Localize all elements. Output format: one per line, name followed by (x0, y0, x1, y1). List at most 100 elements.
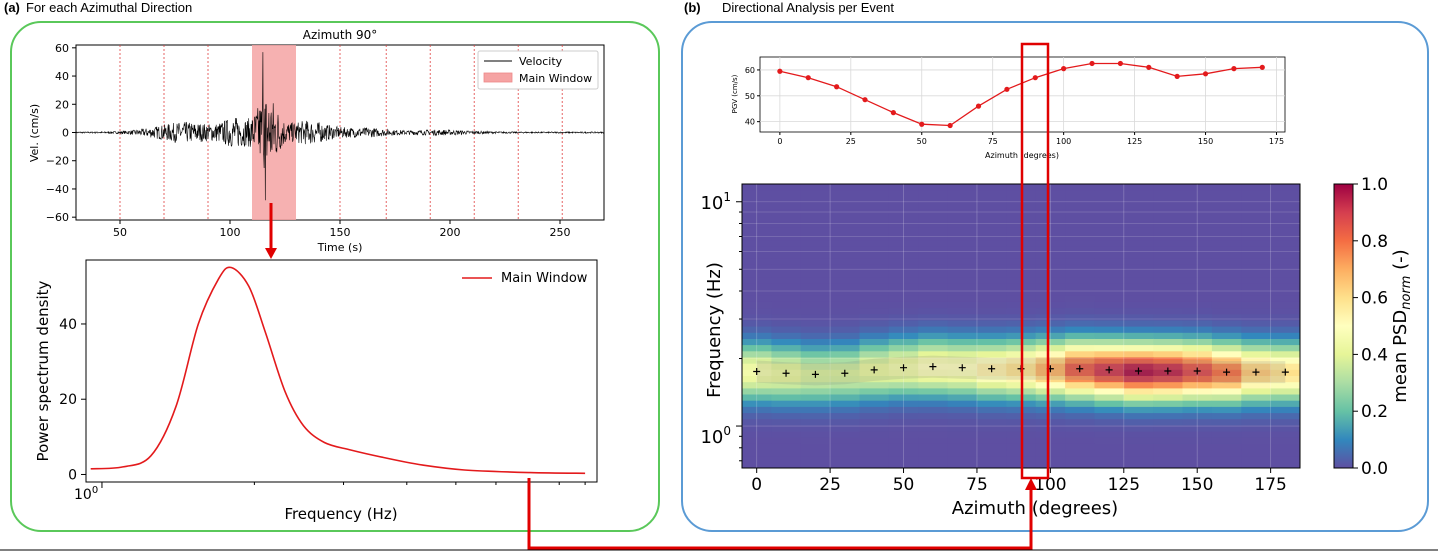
heatmap-cell (1182, 245, 1213, 253)
heatmap-cell (1182, 251, 1213, 259)
colorbar-tick-label: 0.8 (1361, 232, 1388, 252)
heatmap-cell (1270, 264, 1300, 272)
heatmap-cell (918, 455, 949, 463)
heatmap-cell (1123, 239, 1154, 247)
heatmap-cell (800, 190, 831, 197)
heatmap-cell (742, 196, 772, 204)
heatmap-cell (1182, 461, 1213, 468)
psd-y-tick-label: 0 (68, 467, 77, 483)
heatmap-cell (1211, 276, 1242, 284)
heatmap-cell (830, 307, 861, 315)
heatmap-cell (1241, 443, 1272, 451)
heatmap-cell (1270, 350, 1300, 358)
heatmap-cell (976, 437, 1007, 444)
heatmap-cell (742, 437, 772, 444)
heatmap-cell (1241, 418, 1272, 426)
heatmap-cell (976, 184, 1007, 191)
heatmap-cell (800, 239, 831, 247)
heatmap-cell (859, 301, 890, 309)
heatmap-cell (859, 381, 890, 389)
heatmap-cell (1035, 326, 1066, 333)
pgv-point (947, 122, 953, 129)
heatmap-cell (800, 208, 831, 216)
heatmap-cell (742, 412, 772, 420)
heatmap-cell (800, 319, 831, 327)
velocity-y-label: Vel. (cm/s) (28, 104, 41, 162)
peak-frequency-marker (988, 365, 996, 373)
heatmap-cell (742, 338, 772, 346)
heatmap-cell (742, 363, 772, 370)
heatmap-cell (1270, 431, 1300, 438)
heatmap-cell (1123, 264, 1154, 272)
heatmap-cell (1123, 455, 1154, 463)
heatmap-cell (830, 227, 861, 234)
heatmap-cell (859, 326, 890, 333)
heatmap-cell (859, 276, 890, 284)
heatmap-cell (1094, 307, 1125, 315)
heatmap-cell (947, 301, 978, 309)
heatmap-cell (1182, 375, 1213, 383)
panel-a-title: For each Azimuthal Direction (26, 0, 192, 15)
heatmap-cell (830, 431, 861, 438)
heatmap-cell (918, 221, 949, 228)
pgv-y-tick-label: 50 (745, 92, 755, 101)
heatmap-cell (947, 443, 978, 451)
heatmap-cell (888, 233, 919, 241)
heatmap-cell (1211, 332, 1242, 339)
heatmap-cell (771, 307, 802, 315)
heatmap-cell (888, 190, 919, 197)
heatmap-cell (800, 338, 831, 346)
heatmap-cell (800, 418, 831, 426)
heatmap-cell (1241, 375, 1272, 383)
window-to-psd-arrowhead (265, 248, 277, 259)
heatmap-cell (1035, 214, 1066, 222)
heatmap-cell (1270, 437, 1300, 444)
heatmap-cell (1094, 375, 1125, 383)
heatmap-cell (1241, 381, 1272, 389)
heatmap-cell (742, 270, 772, 278)
heatmap-cell (1065, 276, 1096, 284)
heatmap-cell (1035, 393, 1066, 401)
heatmap-cell (830, 301, 861, 309)
pgv-y-tick-label: 60 (745, 66, 755, 75)
heatmap-cell (830, 381, 861, 389)
panel-a-frame (10, 21, 660, 532)
heatmap-cell (888, 227, 919, 234)
heatmap-cell (1094, 295, 1125, 302)
heatmap-cell (947, 295, 978, 302)
heatmap-cell (1211, 282, 1242, 290)
heatmap-cell (859, 233, 890, 241)
heatmap-cell (947, 264, 978, 272)
heatmap-cell (918, 313, 949, 321)
heatmap-cell (888, 239, 919, 247)
heatmap-cell (1065, 196, 1096, 204)
velocity-y-tick-label: −20 (46, 155, 69, 168)
heatmap-cell (859, 258, 890, 265)
heatmap-cell (1035, 375, 1066, 383)
heatmap-cell (742, 214, 772, 222)
psd-chart: 40 20 0 Main Window Frequency (Hz) Power s… (34, 259, 598, 523)
velocity-x-tick-label: 250 (550, 226, 571, 239)
heatmap-cell (1094, 251, 1125, 259)
heatmap-cell (859, 264, 890, 272)
heatmap-cell (1153, 387, 1184, 395)
heatmap-cell (976, 412, 1007, 420)
heatmap-cell (800, 221, 831, 228)
heatmap-cell (1065, 332, 1096, 339)
heatmap-cell (800, 393, 831, 401)
peak-frequency-marker (1134, 367, 1142, 375)
heatmap-cell (1035, 369, 1066, 376)
heatmap-cell (1123, 319, 1154, 327)
heatmap-cell (1270, 455, 1300, 463)
velocity-x-label: Time (s) (317, 241, 363, 254)
heatmap-cell (976, 393, 1007, 401)
heatmap-x-label: Azimuth (degrees) (952, 498, 1118, 519)
heatmap-cell (859, 319, 890, 327)
velocity-y-tick-label: 0 (62, 127, 69, 140)
heatmap-cell (1241, 356, 1272, 364)
heatmap-cell (1182, 184, 1213, 191)
heatmap-cell (976, 233, 1007, 241)
heatmap-cell (1123, 258, 1154, 265)
heatmap-cell (1035, 289, 1066, 296)
heatmap-cell (1241, 202, 1272, 210)
